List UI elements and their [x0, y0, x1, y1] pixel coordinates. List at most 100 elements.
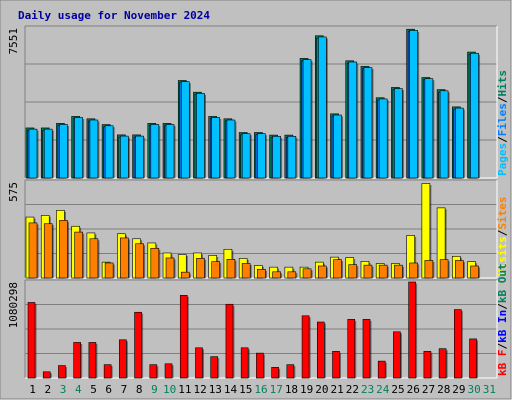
bar-pages-day-10 — [165, 124, 175, 179]
series-label-slash: / — [496, 136, 509, 143]
bar-pages-day-7 — [120, 135, 129, 179]
bar-pages-day-11 — [180, 81, 190, 179]
day-label-25: 25 — [391, 383, 404, 396]
day-label-13: 13 — [209, 383, 222, 396]
bar-kbf-day-15 — [240, 347, 249, 379]
bar-kbf-day-8 — [134, 311, 142, 379]
day-label-19: 19 — [300, 383, 313, 396]
bar-sites-day-12 — [196, 257, 205, 279]
bar-pages-day-20 — [317, 36, 327, 179]
bar-kbf-day-19 — [301, 315, 310, 379]
bar-sites-day-18 — [287, 271, 297, 279]
bar-kbf-day-3 — [58, 365, 66, 379]
series-label-hits: Hits — [496, 70, 509, 97]
day-label-18: 18 — [285, 383, 298, 396]
day-label-16: 16 — [254, 383, 267, 396]
bar-sites-day-25 — [394, 264, 403, 279]
bar-sites-day-22 — [348, 264, 358, 279]
day-label-15: 15 — [239, 383, 252, 396]
bar-pages-day-4 — [74, 117, 83, 179]
series-label-slash: / — [496, 303, 509, 310]
panel-bottom-ymax-label: 1080298 — [7, 282, 20, 328]
bar-pages-day-25 — [394, 88, 403, 179]
bar-kbf-day-2 — [42, 371, 51, 379]
chart-title: Daily usage for November 2024 — [18, 9, 210, 22]
bar-sites-day-5 — [89, 238, 99, 279]
bar-sites-day-17 — [272, 271, 281, 279]
bar-sites-day-11 — [180, 271, 190, 279]
bar-kbf-day-4 — [73, 342, 81, 379]
bar-pages-day-16 — [257, 133, 266, 179]
bar-pages-day-29 — [455, 107, 464, 179]
series-label-kb-in: kB In — [496, 310, 509, 343]
day-label-31: 31 — [483, 383, 496, 396]
day-label-24: 24 — [376, 383, 390, 396]
day-label-28: 28 — [437, 383, 450, 396]
bar-kbf-day-20 — [316, 321, 325, 379]
panel-middle-series-labels: Visits/Sites — [496, 197, 509, 277]
bar-pages-day-17 — [272, 135, 281, 179]
chart-layer: 7551Pages/Files/Hits575Visits/Sites10802… — [7, 25, 509, 396]
bar-kbf-day-13 — [210, 356, 219, 379]
bar-sites-day-23 — [363, 264, 373, 279]
series-label-kb-f: kB F — [496, 350, 509, 377]
bar-sites-day-15 — [241, 263, 251, 279]
bar-kbf-day-7 — [119, 339, 127, 379]
panel-top-series-labels: Pages/Files/Hits — [496, 70, 509, 176]
day-label-2: 2 — [45, 383, 52, 396]
bar-kbf-day-17 — [271, 367, 279, 379]
bar-pages-day-8 — [135, 135, 144, 179]
bar-sites-day-6 — [104, 262, 114, 279]
bar-sites-day-8 — [135, 243, 144, 279]
bar-sites-day-30 — [470, 265, 479, 279]
bar-kbf-day-30 — [469, 338, 477, 379]
day-label-17: 17 — [270, 383, 283, 396]
bar-kbf-day-6 — [103, 364, 112, 379]
bar-sites-day-26 — [409, 262, 418, 279]
bar-pages-day-21 — [333, 114, 342, 179]
bar-pages-day-30 — [470, 52, 479, 179]
bar-kbf-day-21 — [332, 351, 340, 379]
series-label-pages: Pages — [496, 143, 509, 176]
day-label-23: 23 — [361, 383, 374, 396]
bar-pages-day-27 — [424, 78, 434, 179]
day-label-14: 14 — [224, 383, 238, 396]
panel-top-ymax-label: 7551 — [7, 28, 20, 55]
bar-kbf-day-27 — [423, 351, 432, 379]
bar-pages-day-6 — [104, 125, 114, 179]
bar-sites-day-24 — [378, 264, 388, 279]
bar-kbf-day-26 — [408, 281, 416, 379]
bar-sites-day-3 — [59, 220, 68, 279]
day-label-1: 1 — [29, 383, 36, 396]
panel-middle-ymax-label: 575 — [7, 182, 20, 202]
day-label-3: 3 — [60, 383, 67, 396]
day-label-4: 4 — [75, 383, 82, 396]
day-label-21: 21 — [331, 383, 344, 396]
day-label-27: 27 — [422, 383, 435, 396]
day-label-12: 12 — [193, 383, 206, 396]
bar-kbf-day-23 — [362, 319, 371, 379]
bar-kbf-day-22 — [347, 319, 356, 379]
bar-pages-day-23 — [363, 67, 373, 179]
bar-kbf-day-9 — [149, 364, 158, 379]
bar-kbf-day-5 — [88, 342, 97, 379]
bar-sites-day-9 — [150, 247, 160, 279]
bar-kbf-day-18 — [286, 364, 295, 379]
bar-sites-day-28 — [439, 259, 449, 279]
bar-kbf-day-25 — [393, 331, 401, 379]
bar-kbf-day-1 — [27, 302, 36, 379]
bar-kbf-day-24 — [377, 360, 386, 379]
bar-pages-day-2 — [43, 128, 53, 179]
bar-pages-day-26 — [409, 30, 418, 179]
bar-pages-day-15 — [241, 133, 251, 179]
day-label-7: 7 — [121, 383, 128, 396]
series-label-slash: / — [496, 96, 509, 103]
series-label-files: Files — [496, 103, 509, 136]
bar-kbf-day-10 — [164, 363, 173, 379]
bar-pages-day-5 — [89, 119, 99, 179]
bar-kbf-day-11 — [179, 295, 188, 379]
series-label-visits: Visits — [496, 236, 509, 276]
panel-bottom-series-labels: kB F/kB In/kB Out — [496, 263, 509, 376]
bar-pages-day-9 — [150, 124, 160, 179]
